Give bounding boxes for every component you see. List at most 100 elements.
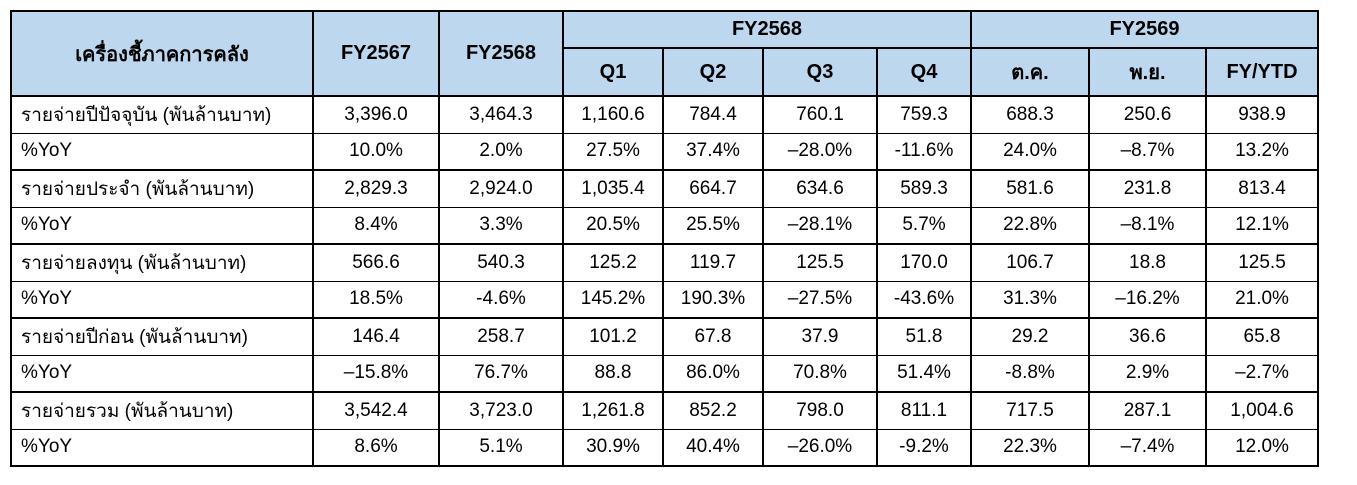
cell: 258.7 [438,317,564,356]
fiscal-indicators-table: เครื่องชี้ภาคการคลัง FY2567 FY2568 FY256… [10,10,1320,467]
cell: –28.0% [762,132,878,171]
header-fy2568-group: FY2568 [562,10,972,49]
cell: 3,723.0 [438,391,564,430]
cell: –8.1% [1088,206,1207,245]
table-row-yoy: %YoY 8.4% 3.3% 20.5% 25.5% –28.1% 5.7% 2… [10,206,1320,245]
header-q3: Q3 [762,47,878,97]
row-label: %YoY [10,428,314,467]
cell: 5.1% [438,428,564,467]
cell: 2,829.3 [312,169,440,208]
cell: 146.4 [312,317,440,356]
row-label: รายจ่ายปีก่อน (พันล้านบาท) [10,317,314,356]
cell: 36.6 [1088,317,1207,356]
cell: 287.1 [1088,391,1207,430]
cell: 22.8% [970,206,1090,245]
cell: –27.5% [762,280,878,319]
cell: 1,035.4 [562,169,664,208]
cell: 540.3 [438,243,564,282]
cell: 125.5 [1204,243,1320,282]
cell: –2.7% [1204,354,1320,393]
cell: 2.0% [438,132,564,171]
cell: 759.3 [876,95,972,134]
cell: 29.2 [970,317,1090,356]
cell: 581.6 [970,169,1090,208]
cell: 3,396.0 [312,95,440,134]
header-indicator: เครื่องชี้ภาคการคลัง [10,10,314,97]
header-fy-ytd: FY/YTD [1204,47,1320,97]
header-row-periods: Q1 Q2 Q3 Q4 ต.ค. พ.ย. FY/YTD [11,47,1320,97]
header-q4: Q4 [876,47,972,97]
cell: 1,160.6 [562,95,664,134]
header-fy2567: FY2567 [312,10,440,97]
cell: 717.5 [970,391,1090,430]
cell: 24.0% [970,132,1090,171]
cell: –8.7% [1088,132,1207,171]
cell: 18.5% [312,280,440,319]
cell: 589.3 [876,169,972,208]
cell: 190.3% [662,280,764,319]
cell: 65.8 [1204,317,1320,356]
cell: -4.6% [438,280,564,319]
cell: –16.2% [1088,280,1207,319]
cell: 25.5% [662,206,764,245]
cell: 101.2 [562,317,664,356]
cell: 88.8 [562,354,664,393]
cell: 1,261.8 [562,391,664,430]
cell: 8.4% [312,206,440,245]
cell: -43.6% [876,280,972,319]
row-label: รายจ่ายรวม (พันล้านบาท) [10,391,314,430]
cell: 12.0% [1204,428,1320,467]
cell: 231.8 [1088,169,1207,208]
cell: 852.2 [662,391,764,430]
header-q2: Q2 [662,47,764,97]
cell: 70.8% [762,354,878,393]
header-row-groups: เครื่องชี้ภาคการคลัง FY2567 FY2568 FY256… [10,10,1320,97]
cell: 40.4% [662,428,764,467]
cell: 2,924.0 [438,169,564,208]
row-label: %YoY [10,206,314,245]
cell: 106.7 [970,243,1090,282]
cell: -9.2% [876,428,972,467]
cell: 566.6 [312,243,440,282]
cell: 3,464.3 [438,95,564,134]
cell: –7.4% [1088,428,1207,467]
cell: 798.0 [762,391,878,430]
row-label: รายจ่ายลงทุน (พันล้านบาท) [10,243,314,282]
cell: 170.0 [876,243,972,282]
cell: 37.9 [762,317,878,356]
header-nov: พ.ย. [1088,47,1207,97]
table-row-total-expenditure: รายจ่ายรวม (พันล้านบาท) 3,542.4 3,723.0 … [10,391,1320,430]
cell: 51.4% [876,354,972,393]
cell: 119.7 [662,243,764,282]
cell: 813.4 [1204,169,1320,208]
cell: 760.1 [762,95,878,134]
cell: 31.3% [970,280,1090,319]
cell: 22.3% [970,428,1090,467]
cell: -8.8% [970,354,1090,393]
row-label: %YoY [10,354,314,393]
cell: 784.4 [662,95,764,134]
cell: 76.7% [438,354,564,393]
table-row-investment-expenditure: รายจ่ายลงทุน (พันล้านบาท) 566.6 540.3 12… [10,243,1320,282]
cell: 20.5% [562,206,664,245]
cell: 3,542.4 [312,391,440,430]
cell: 10.0% [312,132,440,171]
table-row-current-year-expenditure: รายจ่ายปีปัจจุบัน (พันล้านบาท) 3,396.0 3… [10,95,1320,134]
table-row-yoy: %YoY –15.8% 76.7% 88.8 86.0% 70.8% 51.4%… [10,354,1320,393]
cell: 811.1 [876,391,972,430]
cell: 2.9% [1088,354,1207,393]
cell: 86.0% [662,354,764,393]
row-label: รายจ่ายปีปัจจุบัน (พันล้านบาท) [10,95,314,134]
cell: 18.8 [1088,243,1207,282]
cell: 688.3 [970,95,1090,134]
cell: 1,004.6 [1204,391,1320,430]
cell: 27.5% [562,132,664,171]
row-label: %YoY [10,280,314,319]
table-row-yoy: %YoY 10.0% 2.0% 27.5% 37.4% –28.0% -11.6… [10,132,1320,171]
table-row-yoy: %YoY 18.5% -4.6% 145.2% 190.3% –27.5% -4… [10,280,1320,319]
cell: 125.5 [762,243,878,282]
cell: 12.1% [1204,206,1320,245]
cell: 250.6 [1088,95,1207,134]
header-oct: ต.ค. [970,47,1090,97]
